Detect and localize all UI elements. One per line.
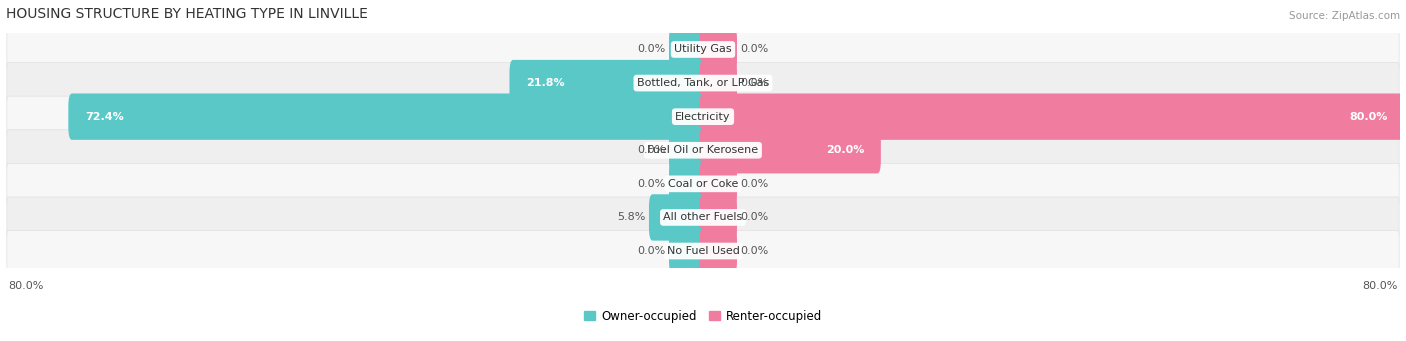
FancyBboxPatch shape <box>69 93 706 140</box>
FancyBboxPatch shape <box>700 60 737 106</box>
Text: No Fuel Used: No Fuel Used <box>666 246 740 256</box>
FancyBboxPatch shape <box>700 228 737 274</box>
Text: Utility Gas: Utility Gas <box>675 44 731 55</box>
Text: Bottled, Tank, or LP Gas: Bottled, Tank, or LP Gas <box>637 78 769 88</box>
FancyBboxPatch shape <box>700 161 737 207</box>
Text: 0.0%: 0.0% <box>741 246 769 256</box>
Text: HOUSING STRUCTURE BY HEATING TYPE IN LINVILLE: HOUSING STRUCTURE BY HEATING TYPE IN LIN… <box>6 7 367 21</box>
FancyBboxPatch shape <box>700 194 737 241</box>
Text: Electricity: Electricity <box>675 112 731 122</box>
Text: Fuel Oil or Kerosene: Fuel Oil or Kerosene <box>647 145 759 155</box>
FancyBboxPatch shape <box>700 127 880 174</box>
FancyBboxPatch shape <box>700 26 737 73</box>
FancyBboxPatch shape <box>650 194 706 241</box>
Text: 80.0%: 80.0% <box>1348 112 1388 122</box>
FancyBboxPatch shape <box>7 197 1399 238</box>
FancyBboxPatch shape <box>669 127 706 174</box>
FancyBboxPatch shape <box>669 26 706 73</box>
FancyBboxPatch shape <box>7 96 1399 137</box>
FancyBboxPatch shape <box>7 29 1399 70</box>
FancyBboxPatch shape <box>7 231 1399 271</box>
Text: 80.0%: 80.0% <box>1362 281 1398 291</box>
Text: 21.8%: 21.8% <box>526 78 565 88</box>
Text: 72.4%: 72.4% <box>84 112 124 122</box>
Text: All other Fuels: All other Fuels <box>664 212 742 222</box>
Text: 5.8%: 5.8% <box>617 212 645 222</box>
FancyBboxPatch shape <box>7 63 1399 104</box>
FancyBboxPatch shape <box>669 161 706 207</box>
FancyBboxPatch shape <box>7 163 1399 204</box>
Text: Source: ZipAtlas.com: Source: ZipAtlas.com <box>1289 11 1400 21</box>
Text: 80.0%: 80.0% <box>8 281 44 291</box>
Text: 0.0%: 0.0% <box>741 212 769 222</box>
Text: 0.0%: 0.0% <box>637 145 665 155</box>
Text: 0.0%: 0.0% <box>637 246 665 256</box>
FancyBboxPatch shape <box>669 228 706 274</box>
Legend: Owner-occupied, Renter-occupied: Owner-occupied, Renter-occupied <box>579 305 827 328</box>
Text: 0.0%: 0.0% <box>741 44 769 55</box>
FancyBboxPatch shape <box>700 93 1405 140</box>
FancyBboxPatch shape <box>7 130 1399 171</box>
Text: 0.0%: 0.0% <box>741 78 769 88</box>
Text: 0.0%: 0.0% <box>637 44 665 55</box>
Text: 20.0%: 20.0% <box>825 145 865 155</box>
Text: 0.0%: 0.0% <box>741 179 769 189</box>
Text: 0.0%: 0.0% <box>637 179 665 189</box>
Text: Coal or Coke: Coal or Coke <box>668 179 738 189</box>
FancyBboxPatch shape <box>509 60 706 106</box>
